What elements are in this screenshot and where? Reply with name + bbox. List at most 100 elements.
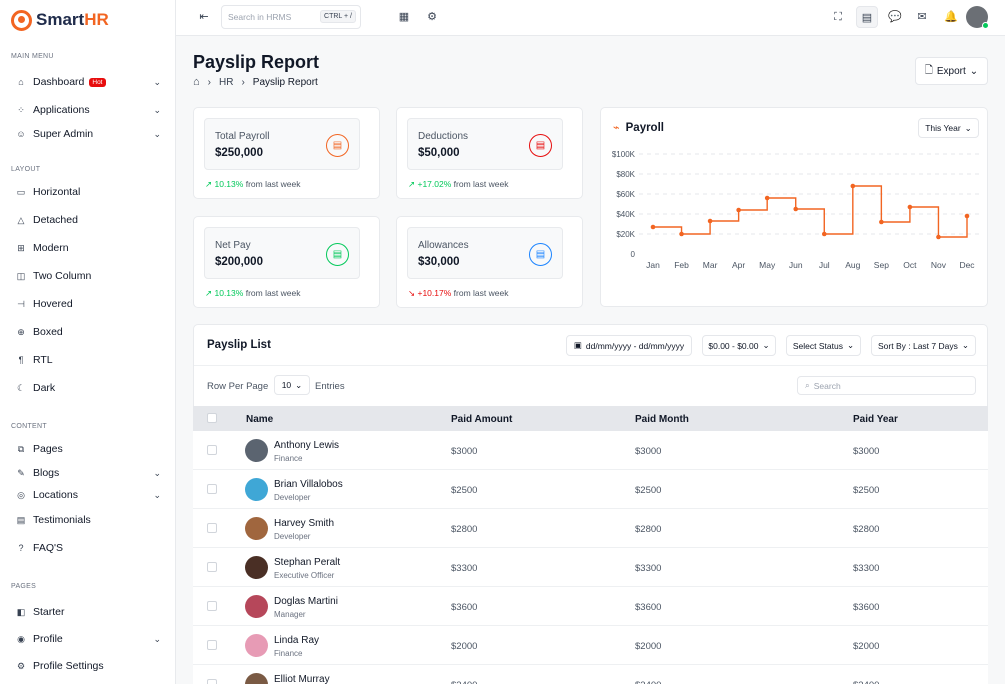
sidebar-item-dashboard[interactable]: ⌂ Dashboard Hot ⌄: [16, 74, 161, 90]
row-checkbox[interactable]: [207, 484, 217, 494]
paid-year: $3300: [853, 563, 880, 574]
topbar: ⇤ Search in HRMS CTRL + / ▦ ⚙ ⛶ ▤ 💬 ✉ 🔔: [176, 0, 1005, 36]
stat-value: $250,000: [215, 147, 263, 159]
table-row[interactable]: Harvey Smith Developer $2800 $2800 $2800: [193, 509, 988, 548]
blog-icon: ✎: [17, 467, 25, 478]
col-paid-amount[interactable]: Paid Amount: [451, 414, 513, 425]
col-name[interactable]: Name: [246, 414, 274, 425]
user-avatar[interactable]: [966, 6, 989, 29]
sidebar-item-profile[interactable]: ◉ Profile ⌄: [16, 631, 161, 647]
employee-name[interactable]: Harvey Smith: [274, 518, 335, 529]
chart-period-select[interactable]: This Year ⌄: [918, 118, 979, 138]
employee-avatar[interactable]: [245, 595, 268, 618]
sidebar-item-faq-s[interactable]: ? FAQ'S: [16, 540, 161, 556]
mail-icon[interactable]: ✉: [917, 11, 927, 23]
payroll-series-line: [653, 185, 968, 238]
employee-name[interactable]: Doglas Martini: [274, 596, 338, 607]
employee-name[interactable]: Brian Villalobos: [274, 479, 343, 490]
employee-name[interactable]: Anthony Lewis: [274, 440, 340, 451]
sidebar-item-boxed[interactable]: ⊕ Boxed: [16, 324, 161, 340]
grid-icon[interactable]: ▦: [398, 11, 410, 23]
row-checkbox[interactable]: [207, 679, 217, 684]
select-all-checkbox[interactable]: [207, 413, 217, 423]
notification-bell-icon[interactable]: 🔔: [944, 11, 958, 23]
employee-avatar[interactable]: [245, 478, 268, 501]
online-status-dot: [982, 22, 989, 29]
employee-name[interactable]: Stephan Peralt: [274, 557, 341, 568]
stat-label: Allowances: [418, 240, 469, 251]
chevron-down-icon: ⌄: [153, 128, 161, 139]
table-row[interactable]: Stephan Peralt Executive Officer $3300 $330…: [193, 548, 988, 587]
x-tick-label: Jul: [819, 260, 830, 270]
date-range-picker[interactable]: ▣ dd/mm/yyyy - dd/mm/yyyy: [566, 335, 692, 356]
layout-two-column-icon: ◫: [16, 270, 26, 281]
export-button[interactable]: 🗋 Export ⌄: [915, 57, 988, 85]
trend-up-icon: ↗: [205, 288, 215, 298]
sidebar-item-dark[interactable]: ☾ Dark: [16, 380, 161, 396]
table-row[interactable]: Brian Villalobos Developer $2500 $2500 $2500: [193, 470, 988, 509]
apps-grid-icon[interactable]: ▤: [856, 6, 878, 28]
rows-per-page-select[interactable]: 10 ⌄: [274, 375, 310, 395]
home-icon[interactable]: ⌂: [193, 76, 200, 88]
amount-filter-select[interactable]: $0.00 - $0.00 ⌄: [702, 335, 776, 356]
table-search-input[interactable]: ⌕ Search: [797, 376, 976, 395]
chevron-down-icon: ⌄: [153, 467, 161, 478]
sidebar-item-super-admin[interactable]: ☺ Super Admin ⌄: [16, 126, 161, 142]
sidebar-item-detached[interactable]: △ Detached: [16, 212, 161, 228]
pages-icon: ⧉: [17, 443, 25, 454]
chat-icon[interactable]: 💬: [888, 11, 902, 23]
employee-avatar[interactable]: [245, 673, 268, 684]
row-checkbox[interactable]: [207, 523, 217, 533]
stat-card-net-pay: Net Pay $200,000 ▤ ↗ 10.13% from last week: [193, 216, 380, 308]
col-paid-month[interactable]: Paid Month: [635, 414, 689, 425]
settings-icon[interactable]: ⚙: [427, 11, 437, 23]
x-tick-label: Sep: [874, 260, 889, 270]
calendar-icon: ▣: [573, 340, 582, 350]
breadcrumb-hr[interactable]: HR: [219, 76, 234, 88]
global-search-input[interactable]: Search in HRMS CTRL + /: [221, 5, 361, 29]
col-paid-year[interactable]: Paid Year: [853, 414, 898, 425]
moon-icon: ☾: [16, 382, 26, 393]
sidebar-item-pages[interactable]: ⧉ Pages: [16, 441, 161, 457]
layout-modern-icon: ⊞: [17, 242, 25, 253]
layout-hovered-icon: ⊣: [17, 298, 25, 309]
x-tick-label: Mar: [703, 260, 718, 270]
employee-avatar[interactable]: [245, 517, 268, 540]
stat-card-allowances: Allowances $30,000 ▤ ↘ +10.17% from last we…: [396, 216, 583, 308]
sidebar-item-starter[interactable]: ◧ Starter: [16, 604, 161, 620]
table-row[interactable]: Elliot Murray $3400 $3400 $3400: [193, 665, 988, 684]
employee-name[interactable]: Linda Ray: [274, 635, 320, 646]
stat-change: +10.17%: [417, 288, 452, 298]
sidebar-item-modern[interactable]: ⊞ Modern: [16, 240, 161, 256]
sort-select[interactable]: Sort By : Last 7 Days ⌄: [871, 335, 976, 356]
sidebar-item-locations[interactable]: ◎ Locations ⌄: [16, 487, 161, 503]
row-checkbox[interactable]: [207, 445, 217, 455]
table-row[interactable]: Anthony Lewis Finance $3000 $3000 $3000: [193, 431, 988, 470]
sidebar-item-two-column[interactable]: ◫ Two Column: [16, 268, 161, 284]
sidebar-item-rtl[interactable]: ¶ RTL: [16, 352, 161, 368]
collapse-sidebar-icon[interactable]: ⇤: [199, 11, 209, 23]
employee-name[interactable]: Elliot Murray: [274, 674, 330, 684]
table-row[interactable]: Doglas Martini Manager $3600 $3600 $3600: [193, 587, 988, 626]
fullscreen-icon[interactable]: ⛶: [834, 11, 842, 23]
row-checkbox[interactable]: [207, 562, 217, 572]
data-point: [964, 213, 970, 219]
sidebar-item-blogs[interactable]: ✎ Blogs ⌄: [16, 465, 161, 481]
row-checkbox[interactable]: [207, 640, 217, 650]
sidebar-item-testimonials[interactable]: ▤ Testimonials: [16, 512, 161, 528]
employee-avatar[interactable]: [245, 556, 268, 579]
employee-avatar[interactable]: [245, 634, 268, 657]
trend-up-icon: ↗: [205, 179, 215, 189]
status-filter-select[interactable]: Select Status ⌄: [786, 335, 861, 356]
sidebar-item-hovered[interactable]: ⊣ Hovered: [16, 296, 161, 312]
table-row[interactable]: Linda Ray Finance $2000 $2000 $2000: [193, 626, 988, 665]
employee-role: Developer: [274, 493, 311, 502]
hot-badge: Hot: [89, 77, 106, 87]
sidebar-item-profile-settings[interactable]: ⚙ Profile Settings: [16, 658, 161, 674]
paid-amount: $2800: [451, 524, 478, 535]
sidebar-item-horizontal[interactable]: ▭ Horizontal: [16, 184, 161, 200]
sidebar-item-applications[interactable]: ⁘ Applications ⌄: [16, 102, 161, 118]
row-checkbox[interactable]: [207, 601, 217, 611]
brand-logo[interactable]: SmartHR: [0, 0, 175, 40]
employee-avatar[interactable]: [245, 439, 268, 462]
